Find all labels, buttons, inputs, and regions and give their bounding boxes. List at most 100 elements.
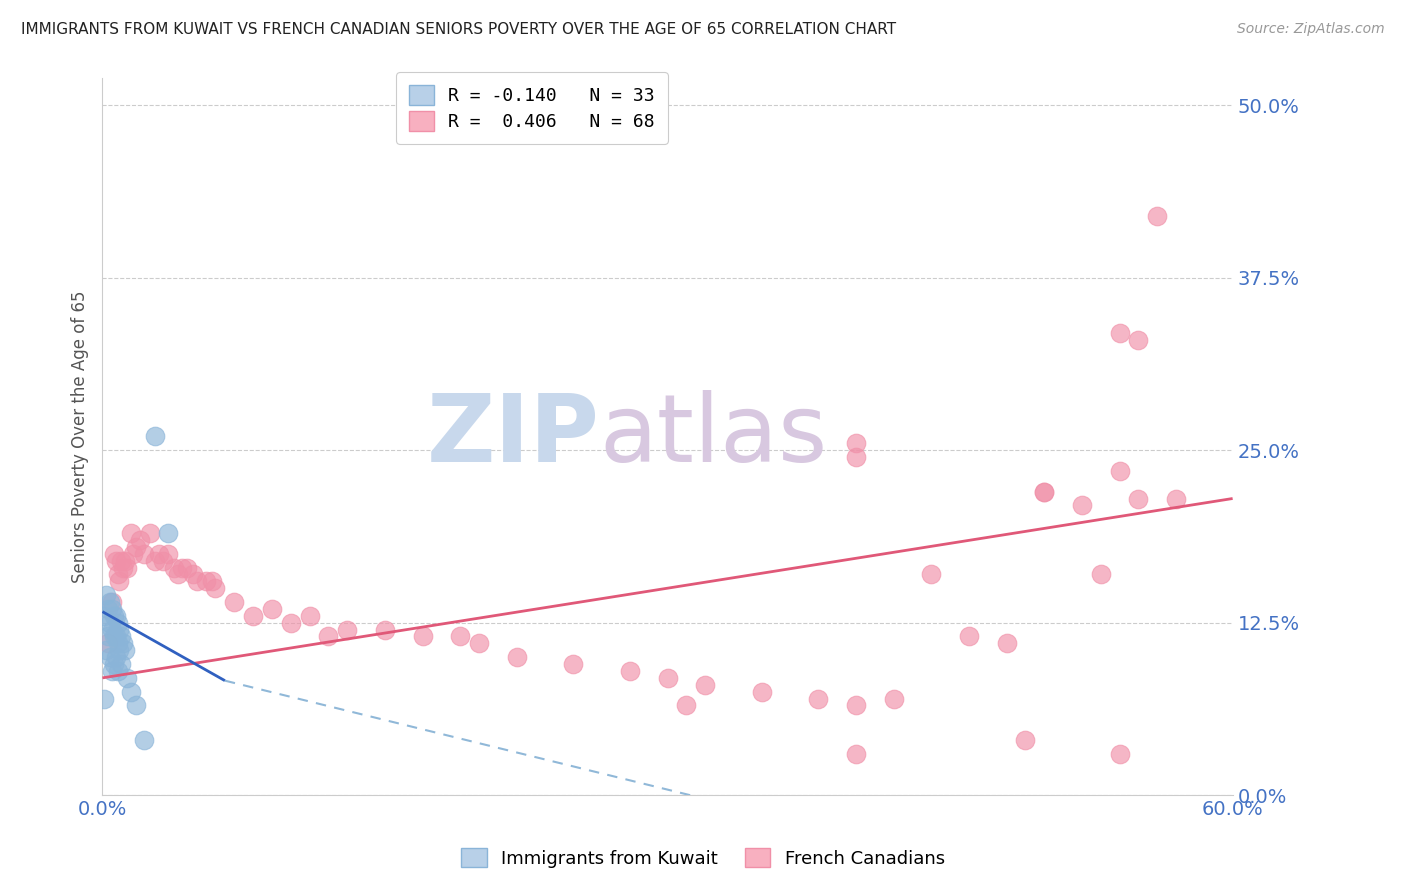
Point [845, 698, 868, 713]
Point [121, 547, 143, 561]
Point [93, 691, 115, 706]
Point [97, 630, 120, 644]
Point [110, 657, 132, 671]
Y-axis label: Seniors Poverty Over the Age of 65: Seniors Poverty Over the Age of 65 [72, 290, 89, 582]
Point [97, 636, 120, 650]
Point [103, 657, 125, 671]
Point [845, 747, 868, 761]
Point [845, 436, 868, 450]
Point [1090, 567, 1112, 582]
Point [107, 567, 129, 582]
Point [995, 636, 1018, 650]
Point [1128, 491, 1150, 506]
Point [129, 533, 152, 547]
Point [280, 615, 302, 630]
Text: ZIP: ZIP [427, 391, 600, 483]
Point [108, 623, 131, 637]
Point [114, 643, 136, 657]
Point [104, 630, 127, 644]
Point [163, 560, 186, 574]
Point [132, 733, 155, 747]
Point [103, 608, 125, 623]
Point [101, 664, 124, 678]
Point [115, 560, 138, 574]
Point [883, 691, 905, 706]
Point [318, 630, 340, 644]
Point [115, 671, 138, 685]
Point [120, 526, 142, 541]
Point [920, 567, 942, 582]
Point [186, 574, 208, 589]
Point [1033, 484, 1056, 499]
Point [1146, 209, 1168, 223]
Point [1108, 464, 1130, 478]
Point [845, 450, 868, 464]
Point [125, 540, 148, 554]
Point [93, 608, 115, 623]
Point [242, 608, 264, 623]
Point [562, 657, 585, 671]
Point [201, 574, 224, 589]
Point [695, 678, 717, 692]
Text: IMMIGRANTS FROM KUWAIT VS FRENCH CANADIAN SENIORS POVERTY OVER THE AGE OF 65 COR: IMMIGRANTS FROM KUWAIT VS FRENCH CANADIA… [21, 22, 896, 37]
Point [107, 664, 129, 678]
Point [98, 615, 121, 630]
Point [170, 560, 193, 574]
Point [110, 553, 132, 567]
Point [157, 526, 180, 541]
Legend: R = -0.140   N = 33, R =  0.406   N = 68: R = -0.140 N = 33, R = 0.406 N = 68 [396, 72, 668, 144]
Point [110, 630, 132, 644]
Point [114, 553, 136, 567]
Point [374, 623, 396, 637]
Point [957, 630, 980, 644]
Point [125, 698, 148, 713]
Point [148, 547, 170, 561]
Point [1014, 733, 1036, 747]
Point [1108, 747, 1130, 761]
Point [138, 526, 160, 541]
Point [101, 595, 124, 609]
Text: Source: ZipAtlas.com: Source: ZipAtlas.com [1237, 22, 1385, 37]
Point [108, 643, 131, 657]
Point [104, 553, 127, 567]
Point [1033, 484, 1056, 499]
Point [468, 636, 491, 650]
Point [224, 595, 246, 609]
Point [103, 630, 125, 644]
Text: atlas: atlas [600, 391, 828, 483]
Point [412, 630, 434, 644]
Point [506, 650, 529, 665]
Point [1128, 333, 1150, 347]
Point [112, 636, 135, 650]
Point [807, 691, 830, 706]
Point [619, 664, 641, 678]
Point [104, 650, 127, 665]
Point [143, 553, 166, 567]
Point [97, 602, 120, 616]
Point [181, 567, 204, 582]
Point [143, 429, 166, 443]
Point [195, 574, 218, 589]
Point [107, 636, 129, 650]
Point [107, 615, 129, 630]
Point [112, 560, 135, 574]
Point [101, 623, 124, 637]
Point [98, 595, 121, 609]
Point [166, 567, 188, 582]
Point [101, 602, 124, 616]
Point [675, 698, 697, 713]
Point [336, 623, 359, 637]
Point [103, 547, 125, 561]
Legend: Immigrants from Kuwait, French Canadians: Immigrants from Kuwait, French Canadians [450, 837, 956, 879]
Point [751, 684, 773, 698]
Point [449, 630, 471, 644]
Point [96, 643, 118, 657]
Point [176, 560, 198, 574]
Point [298, 608, 321, 623]
Point [120, 684, 142, 698]
Point [1108, 326, 1130, 340]
Point [157, 547, 180, 561]
Point [204, 581, 226, 595]
Point [104, 608, 127, 623]
Point [1071, 499, 1094, 513]
